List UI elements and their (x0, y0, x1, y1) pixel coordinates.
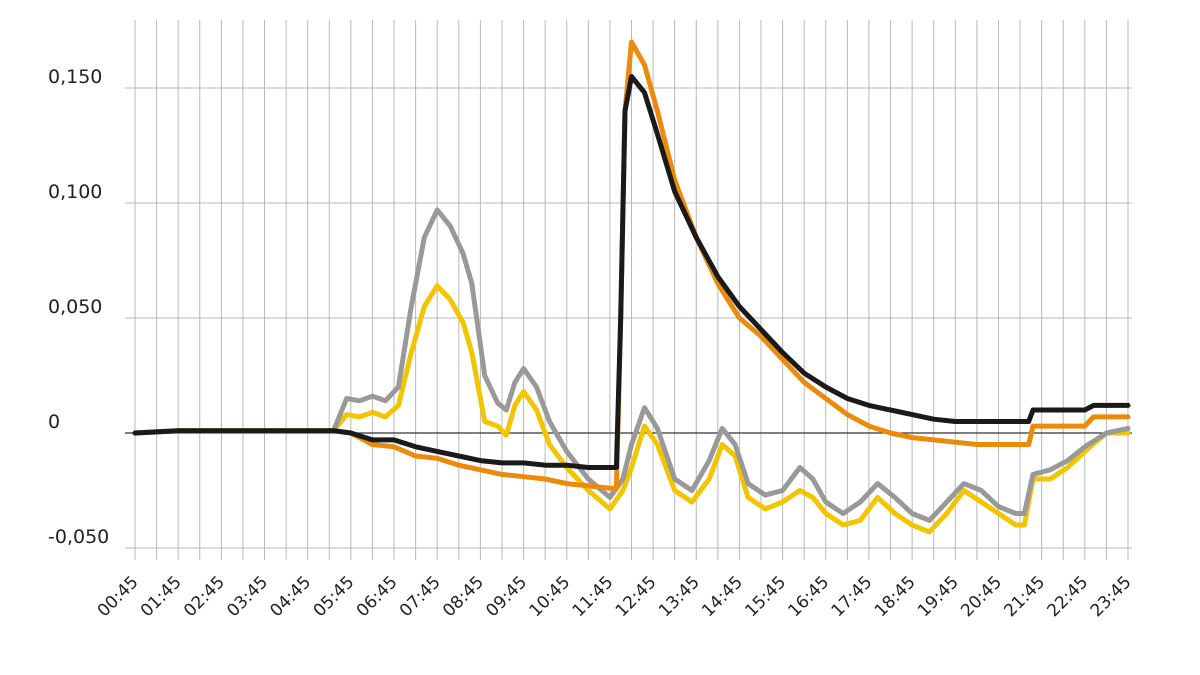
y-axis-tick-labels: 0,150 0,100 0,050 0 -0,050 (48, 66, 109, 548)
x-tick-label: 22:45 (1044, 572, 1093, 621)
y-tick-label: 0 (48, 411, 60, 433)
x-tick-label: 10:45 (525, 572, 574, 621)
x-tick-label: 06:45 (353, 572, 402, 621)
x-tick-label: 11:45 (569, 572, 618, 621)
y-tick-label: 0,150 (48, 66, 102, 88)
x-tick-label: 13:45 (655, 572, 704, 621)
x-axis-tick-labels: 00:4501:4502:4503:4504:4505:4506:4507:45… (94, 572, 1136, 621)
x-tick-label: 08:45 (439, 572, 488, 621)
vertical-gridlines (134, 20, 1129, 560)
x-tick-label: 12:45 (612, 572, 661, 621)
x-tick-label: 14:45 (698, 572, 747, 621)
series-line-4 (132, 74, 1131, 470)
x-tick-label: 09:45 (482, 572, 531, 621)
x-tick-label: 16:45 (785, 572, 834, 621)
x-tick-label: 23:45 (1087, 572, 1136, 621)
x-tick-label: 02:45 (180, 572, 229, 621)
x-tick-label: 01:45 (137, 572, 186, 621)
x-tick-label: 18:45 (871, 572, 920, 621)
series-lines (132, 39, 1131, 535)
series-line-2 (132, 207, 1131, 523)
x-tick-label: 19:45 (914, 572, 963, 621)
y-tick-label: -0,050 (48, 526, 109, 548)
x-tick-label: 15:45 (741, 572, 790, 621)
x-tick-label: 21:45 (1000, 572, 1049, 621)
x-tick-label: 05:45 (310, 572, 359, 621)
series-line-1 (132, 283, 1131, 535)
x-tick-label: 00:45 (94, 572, 143, 621)
x-tick-label: 03:45 (223, 572, 272, 621)
y-tick-label: 0,100 (48, 181, 102, 203)
series-line-3 (132, 39, 1131, 491)
x-tick-label: 20:45 (957, 572, 1006, 621)
x-tick-label: 17:45 (828, 572, 877, 621)
x-tick-label: 07:45 (396, 572, 445, 621)
x-tick-label: 04:45 (266, 572, 315, 621)
y-tick-label: 0,050 (48, 296, 102, 318)
